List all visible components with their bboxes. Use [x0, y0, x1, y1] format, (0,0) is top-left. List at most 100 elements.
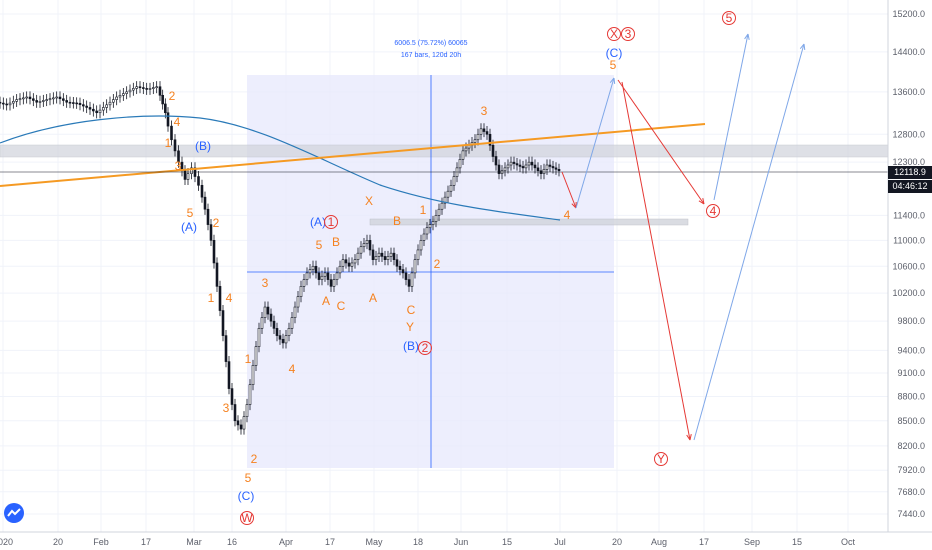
- y-tick-label: 9400.0: [897, 345, 925, 355]
- wave-label-orange: 4: [289, 362, 296, 376]
- candle-body: [335, 272, 339, 280]
- candle-body: [485, 131, 489, 135]
- wave-label-red: Y: [657, 452, 665, 466]
- y-tick-label: 11000.0: [893, 235, 925, 245]
- candle-body: [269, 313, 273, 322]
- projection-arrow-red-2-head: [698, 198, 705, 205]
- wave-label-red: X: [610, 27, 618, 41]
- projection-arrow-red-2: [617, 79, 705, 205]
- candle-body: [118, 94, 122, 98]
- wave-label-orange: 3: [262, 276, 269, 290]
- candle-body: [353, 259, 357, 264]
- y-tick-label: 7680.0: [897, 487, 925, 497]
- candle-body: [446, 190, 450, 198]
- candle-body: [332, 279, 336, 287]
- candle-body: [317, 272, 321, 280]
- wave-label-orange: 2: [169, 89, 176, 103]
- wave-label-orange: 2: [251, 452, 258, 466]
- y-tick-label: 7920.0: [897, 465, 925, 475]
- countdown-tag: 04:46:12: [888, 180, 932, 193]
- candle-body: [464, 147, 468, 152]
- wave-label-blue: (C): [238, 489, 255, 503]
- wave-label-orange: 3: [223, 401, 230, 415]
- candle-body: [512, 161, 516, 164]
- candle-body: [356, 252, 360, 260]
- candle-body: [383, 256, 387, 260]
- candle-body: [365, 240, 369, 244]
- wave-label-red: 2: [422, 341, 429, 355]
- tradingview-logo-icon[interactable]: [3, 502, 25, 524]
- candle-body: [281, 338, 285, 344]
- candle-body: [42, 100, 45, 102]
- candle-body: [166, 112, 170, 127]
- candle-body: [338, 265, 342, 274]
- y-tick-label: 7440.0: [897, 509, 925, 519]
- candle-body: [215, 262, 219, 287]
- candle-body: [449, 184, 453, 192]
- candle-body: [527, 161, 531, 166]
- candle-body: [170, 125, 173, 141]
- wave-label-orange: B: [393, 214, 401, 228]
- wave-label-orange: 1: [420, 203, 427, 217]
- wave-label-orange: 1: [165, 136, 172, 150]
- measure-tool-readout: 6006.5 (75.72%) 60065 167 bars, 120d 20h: [383, 38, 479, 62]
- candle-body: [437, 208, 441, 216]
- candle-body: [148, 88, 152, 90]
- candle-body: [329, 279, 333, 287]
- candle-body: [419, 240, 423, 251]
- candle-body: [5, 103, 8, 106]
- candle-body: [290, 317, 294, 329]
- candle-body: [68, 101, 72, 104]
- wave-label-red-ring: [607, 27, 621, 41]
- candle-body: [158, 86, 162, 96]
- wave-label-orange: A: [369, 291, 377, 305]
- candle-body: [515, 163, 519, 166]
- candle-body: [311, 265, 315, 270]
- candle-body: [458, 159, 462, 169]
- x-tick-label: 16: [227, 537, 237, 547]
- candle-body: [257, 328, 261, 347]
- candle-body: [536, 167, 540, 172]
- candle-body: [344, 259, 348, 264]
- candle-body: [135, 86, 138, 89]
- candle-body: [488, 133, 492, 146]
- candle-body: [260, 317, 264, 329]
- x-tick-label: 17: [141, 537, 151, 547]
- measure-bars-duration: 167 bars, 120d 20h: [400, 52, 462, 59]
- candle-body: [95, 110, 98, 114]
- candle-body: [545, 164, 549, 170]
- wave-label-red: 4: [710, 204, 717, 218]
- candle-body: [368, 240, 372, 251]
- candle-body: [410, 272, 414, 287]
- candle-body: [177, 150, 180, 163]
- projection-arrow-blue-2-head: [744, 33, 750, 40]
- candle-body: [108, 101, 112, 106]
- candle-body: [524, 164, 528, 169]
- wave-label-orange: 3: [481, 104, 488, 118]
- candle-body: [186, 173, 190, 180]
- y-tick-label: 8500.0: [897, 416, 925, 426]
- candle-body: [272, 320, 276, 329]
- candle-body: [88, 107, 92, 110]
- candle-body: [509, 161, 513, 166]
- wave-label-red-ring: [621, 27, 635, 41]
- x-tick-label: Aug: [651, 537, 667, 547]
- candle-body: [115, 96, 118, 100]
- x-tick-label: 17: [325, 537, 335, 547]
- candle-body: [407, 279, 411, 287]
- moving-average-line: [0, 115, 561, 221]
- candle-body: [305, 272, 309, 280]
- candle-body: [248, 384, 252, 405]
- candle-body: [374, 256, 378, 260]
- projection-arrow-blue-1: [575, 77, 615, 209]
- wave-label-orange: 5: [187, 206, 194, 220]
- candle-body: [491, 144, 495, 157]
- candle-body: [38, 101, 42, 103]
- wave-label-red: W: [241, 511, 253, 525]
- candle-body: [347, 262, 351, 267]
- wave-label-blue: (B): [195, 139, 211, 153]
- wave-label-blue: (C): [606, 46, 623, 60]
- candle-body: [386, 256, 390, 260]
